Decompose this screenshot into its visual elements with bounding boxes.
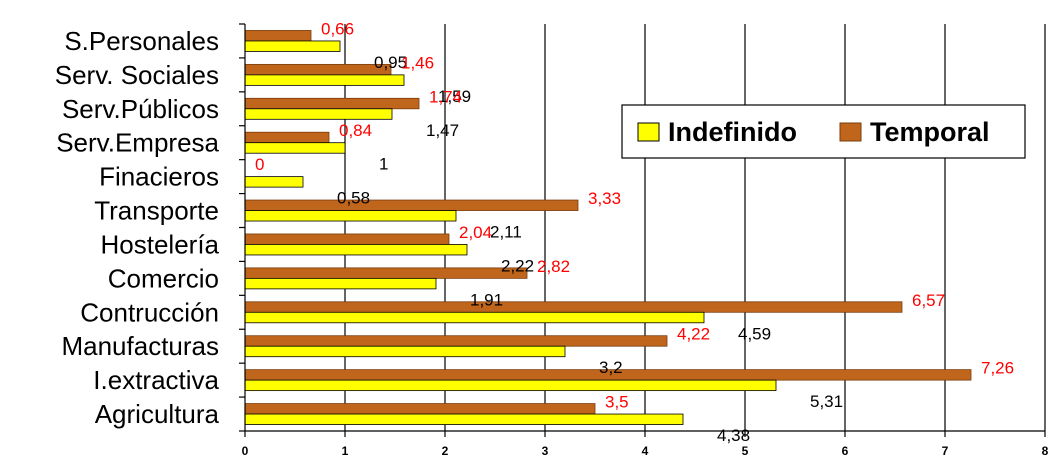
data-label-temporal: 0,84	[339, 121, 372, 140]
category-label: I.extractiva	[93, 365, 219, 395]
legend-swatch-temporal	[839, 122, 862, 142]
data-label-temporal: 0	[255, 155, 264, 174]
category-label: Serv.Empresa	[56, 128, 219, 158]
data-label-indefinido: 3,2	[599, 358, 623, 377]
category-labels: S.Personales Serv. Sociales Serv.Públicos S…	[55, 26, 220, 429]
bar-indefinido	[244, 74, 405, 86]
x-tick-label: 3	[542, 444, 549, 458]
bar-temporal	[244, 131, 330, 144]
data-label-indefinido: 5,31	[810, 392, 843, 411]
bar-temporal	[244, 301, 903, 313]
category-label: Contrucción	[80, 297, 219, 327]
category-label: Comercio	[108, 263, 219, 293]
category-label: S.Personales	[64, 26, 219, 56]
data-label-temporal: 1,46	[401, 53, 434, 72]
bar-indefinido	[244, 379, 777, 392]
bar-indefinido	[244, 277, 437, 290]
data-label-temporal: 4,22	[677, 325, 710, 344]
data-label-indefinido: 0,95	[374, 53, 407, 72]
bar-indefinido	[244, 244, 468, 256]
bar-indefinido	[244, 413, 684, 425]
data-label-temporal: 3,33	[588, 189, 621, 208]
data-label-indefinido: 0,58	[337, 189, 370, 208]
data-label-indefinido: 1,91	[470, 290, 503, 309]
category-label: Serv.Públicos	[62, 94, 219, 124]
legend-label-indefinido: Indefinido	[668, 117, 797, 147]
data-label-indefinido: 1	[379, 155, 388, 174]
category-label: Agricultura	[95, 399, 220, 429]
data-label-indefinido: 4,59	[738, 324, 771, 343]
legend-label-temporal: Temporal	[870, 117, 990, 147]
data-label-temporal: 2,82	[537, 257, 570, 276]
data-label-temporal: 0,66	[321, 19, 354, 38]
x-tick-label: 1	[342, 444, 349, 458]
bar-indefinido	[244, 345, 566, 358]
category-label: Manufacturas	[61, 331, 219, 361]
data-label-indefinido: 1,59	[438, 87, 471, 106]
bar-indefinido	[244, 311, 705, 324]
legend-swatch-indefinido	[637, 122, 660, 142]
bar-temporal	[244, 267, 528, 279]
x-tick-label: 5	[742, 444, 749, 458]
bar-indefinido	[244, 108, 393, 120]
data-label-temporal: 2,04	[459, 223, 492, 242]
bar-indefinido	[244, 176, 304, 188]
x-tick-label: 6	[842, 444, 849, 458]
bars	[244, 30, 972, 425]
axes	[239, 23, 1046, 437]
x-tick-label: 0	[242, 444, 249, 458]
legend-box	[621, 104, 1026, 159]
data-label-indefinido: 1,47	[426, 121, 459, 140]
gridlines	[344, 24, 1046, 431]
category-label: Hostelería	[101, 229, 220, 259]
bar-temporal	[244, 97, 420, 110]
data-label-temporal: 7,26	[981, 359, 1014, 378]
bar-temporal	[244, 63, 392, 76]
bar-temporal	[244, 233, 450, 245]
category-label: Serv. Sociales	[55, 60, 219, 90]
data-label-indefinido: 2,11	[490, 223, 522, 242]
x-tick-label: 4	[642, 444, 649, 458]
legend: Indefinido Temporal	[621, 104, 1026, 159]
data-label-temporal: 6,57	[912, 291, 945, 310]
bar-temporal	[244, 30, 312, 42]
data-label-temporal: 3,5	[605, 393, 629, 412]
data-labels: 0,66 0,951,461,591,74 1,47 0,84 1 0 0,58 3,33 2,…	[255, 19, 1014, 445]
bar-indefinido	[244, 210, 457, 222]
bar-temporal	[244, 335, 668, 347]
bar-indefinido	[244, 142, 346, 154]
data-label-temporal: 1,74	[429, 87, 462, 106]
bar-indefinido	[244, 40, 341, 52]
x-tick-label: 7	[942, 444, 949, 458]
bar-temporal	[244, 403, 596, 415]
data-label-indefinido: 4,38	[717, 426, 750, 445]
category-label: Finacieros	[99, 162, 219, 192]
data-label-indefinido: 2,22	[501, 256, 534, 275]
category-label: Transporte	[94, 196, 219, 226]
tick-labels: 0 1 2 3 4 5 6 7 8	[242, 444, 1049, 458]
bar-temporal	[244, 199, 579, 211]
x-tick-label: 8	[1042, 444, 1049, 458]
x-tick-label: 2	[442, 444, 449, 458]
